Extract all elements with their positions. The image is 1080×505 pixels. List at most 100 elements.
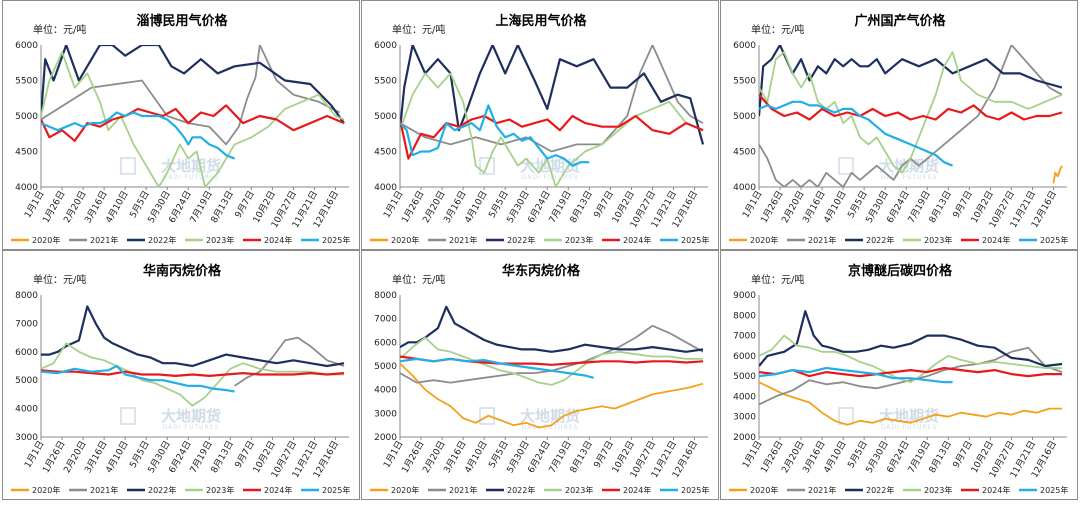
legend-entry: 2021年 — [90, 235, 118, 245]
watermark-logo-icon — [838, 407, 854, 425]
legend-entry: 2021年 — [808, 235, 836, 245]
watermark-logo-icon — [479, 407, 495, 425]
series-line-2022年 — [41, 305, 345, 368]
series-line-2022年 — [41, 45, 345, 124]
legend-entry: 2021年 — [808, 485, 836, 495]
y-tick-label: 2000 — [374, 433, 397, 443]
y-tick-label: 5000 — [733, 372, 756, 382]
watermark-subtext: DADI FUTURES — [163, 424, 220, 431]
y-tick-label: 4000 — [15, 183, 38, 193]
series-line-2024年 — [759, 93, 1063, 121]
legend-entry: 2020年 — [32, 235, 60, 245]
y-tick-label: 5000 — [374, 112, 397, 122]
legend-entry: 2023年 — [924, 235, 952, 245]
watermark-subtext: DADI FUTURES — [881, 424, 938, 431]
y-tick-label: 5000 — [15, 112, 38, 122]
y-tick-label: 6000 — [15, 348, 38, 358]
legend-entry: 2022年 — [866, 235, 894, 245]
y-tick-label: 9000 — [733, 291, 756, 301]
unit-label: 单位：元/吨 — [751, 273, 804, 286]
series-line-2022年 — [400, 305, 704, 353]
legend-entry: 2020年 — [391, 235, 419, 245]
watermark-logo-icon — [838, 157, 854, 175]
legend-entry: 2025年 — [1040, 235, 1068, 245]
series-line-2020年 — [1052, 165, 1063, 184]
y-tick-label: 5000 — [15, 376, 38, 386]
y-tick-label: 5000 — [733, 112, 756, 122]
chart-title: 上海民用气价格 — [495, 13, 587, 29]
unit-label: 单位：元/吨 — [751, 23, 804, 36]
watermark-subtext: DADI FUTURES — [163, 174, 220, 181]
y-tick-label: 7000 — [15, 319, 38, 329]
legend-entry: 2022年 — [148, 485, 176, 495]
y-tick-label: 3000 — [733, 413, 756, 423]
legend-entry: 2024年 — [264, 235, 292, 245]
series-group — [400, 305, 704, 429]
legend-entry: 2023年 — [206, 235, 234, 245]
unit-label: 单位：元/吨 — [392, 273, 445, 286]
chart-title: 京博醚后碳四价格 — [848, 263, 953, 279]
series-line-2023年 — [41, 342, 344, 407]
series-line-2020年 — [759, 381, 1062, 426]
y-tick-label: 6000 — [15, 41, 38, 51]
legend-entry: 2023年 — [206, 485, 234, 495]
series-line-2022年 — [400, 45, 705, 145]
y-tick-label: 4000 — [15, 405, 38, 415]
chart-panel-zibo-civil-gas: 淄博民用气价格 单位：元/吨 大地期货 DADI FUTURES 4000 4500 500… — [2, 0, 360, 250]
y-tick-label: 2000 — [733, 433, 756, 443]
y-tick-label: 8000 — [15, 291, 38, 301]
legend-entry: 2022年 — [507, 235, 535, 245]
legend-entry: 2024年 — [264, 485, 292, 495]
watermark-logo-icon — [479, 157, 495, 175]
series-line-2021年 — [400, 324, 704, 384]
chart-title: 华南丙烷价格 — [143, 263, 222, 279]
series-line-2023年 — [41, 51, 345, 187]
series-line-2025年 — [400, 104, 590, 167]
series-line-2021年 — [234, 336, 345, 387]
chart-panel-jingbo-c4: 京博醚后碳四价格 单位：元/吨 大地期货 DADI FUTURES 2000 3000 40… — [720, 250, 1078, 500]
y-tick-label: 8000 — [374, 291, 397, 301]
chart-title: 华东丙烷价格 — [502, 263, 581, 279]
series-group — [759, 45, 1063, 187]
y-tick-label: 6000 — [374, 41, 397, 51]
series-line-2025年 — [41, 111, 236, 160]
legend-entry: 2021年 — [90, 485, 118, 495]
y-tick-label: 7000 — [733, 332, 756, 342]
y-tick-label: 8000 — [733, 311, 756, 321]
watermark-subtext: DADI FUTURES — [522, 424, 579, 431]
legend-entry: 2024年 — [982, 485, 1010, 495]
y-tick-label: 3000 — [374, 409, 397, 419]
series-line-2025年 — [759, 100, 954, 167]
chart-panel-south-china-propane: 华南丙烷价格 单位：元/吨 大地期货 DADI FUTURES 3000 4000 5000… — [2, 250, 360, 500]
legend-entry: 2020年 — [750, 485, 778, 495]
series-line-2021年 — [759, 45, 1063, 187]
y-tick-label: 4000 — [374, 183, 397, 193]
chart-panel-guangzhou-domestic-gas: 广州国产气价格 单位：元/吨 大地期货 DADI FUTURES 4000 4500 500… — [720, 0, 1078, 250]
legend-entry: 2023年 — [924, 485, 952, 495]
series-line-2021年 — [400, 45, 704, 153]
legend-entry: 2021年 — [449, 235, 477, 245]
series-group — [41, 45, 345, 187]
y-tick-label: 4000 — [733, 183, 756, 193]
legend-entry: 2023年 — [565, 235, 593, 245]
series-line-2021年 — [41, 45, 341, 146]
series-group — [400, 45, 705, 187]
legend-entry: 2022年 — [148, 235, 176, 245]
series-line-2022年 — [759, 310, 1063, 368]
series-line-2025年 — [400, 357, 594, 379]
y-tick-label: 4500 — [15, 148, 38, 158]
y-tick-label: 5500 — [374, 77, 397, 87]
watermark-subtext: DADI FUTURES — [522, 174, 579, 181]
series-group — [41, 305, 345, 407]
legend-entry: 2024年 — [623, 485, 651, 495]
watermark-text: 大地期货 — [161, 407, 221, 425]
legend-entry: 2024年 — [982, 235, 1010, 245]
series-line-2024年 — [400, 114, 704, 160]
series-line-2021年 — [759, 346, 1063, 406]
legend-entry: 2025年 — [322, 485, 350, 495]
chart-title: 淄博民用气价格 — [136, 13, 228, 29]
watermark-text: 大地期货 — [161, 157, 221, 175]
y-tick-label: 4000 — [733, 392, 756, 402]
